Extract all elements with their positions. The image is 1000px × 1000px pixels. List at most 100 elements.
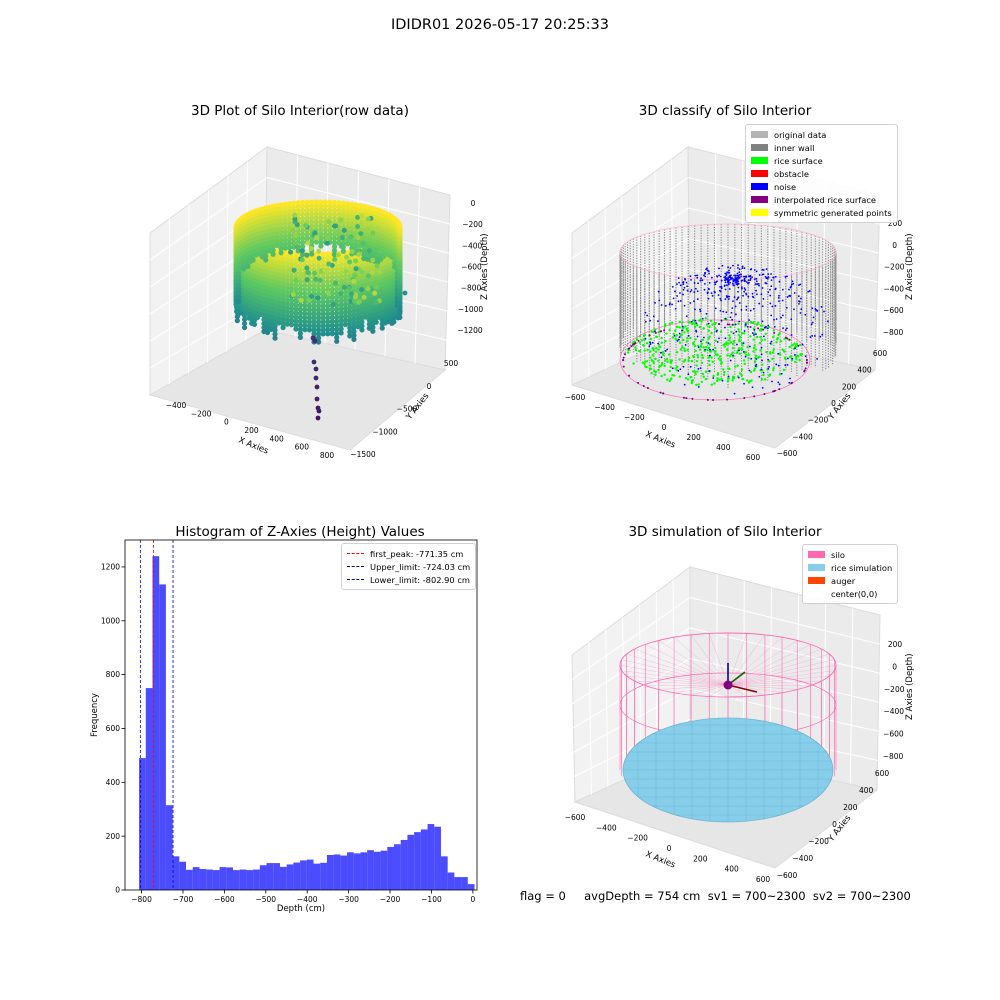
raw-data-point [300, 227, 306, 234]
legend-item-center: center(0,0) [808, 587, 892, 600]
raw-data-point [280, 308, 286, 315]
raw-data-point [342, 305, 349, 312]
raw-data-point [347, 317, 353, 323]
raw-data-point [334, 294, 340, 300]
raw-data-point [280, 256, 286, 263]
raw-data-point [338, 262, 344, 268]
raw-data-point [313, 223, 319, 229]
raw-data-point [274, 210, 280, 217]
raw-data-point [320, 263, 326, 269]
raw-data-point [313, 239, 319, 245]
raw-data-point [311, 255, 317, 261]
raw-data-point [288, 262, 295, 268]
raw-data-point [315, 287, 322, 293]
raw-data-point [302, 323, 308, 329]
raw-data-point [313, 215, 319, 221]
raw-data-point [331, 231, 338, 238]
raw-data-point [241, 312, 248, 319]
raw-data-point [320, 259, 326, 265]
raw-data-point [234, 318, 240, 324]
raw-data-point [329, 275, 335, 281]
raw-data-point [302, 307, 308, 313]
raw-data-point [236, 270, 242, 276]
raw-data-point [313, 207, 319, 213]
raw-data-point [338, 278, 344, 284]
legend-item-rice-simulation: rice simulation [808, 561, 892, 574]
raw-data-point [282, 225, 288, 231]
raw-data-point [340, 204, 346, 210]
raw-data-point [276, 264, 282, 270]
raw-data-point [342, 301, 349, 308]
raw-data-point [359, 275, 365, 281]
raw-data-point [351, 328, 357, 334]
raw-data-point [342, 297, 349, 304]
raw-data-point [241, 324, 248, 331]
raw-data-point [327, 227, 333, 233]
raw-data-point [359, 263, 365, 269]
raw-data-point [274, 230, 280, 237]
raw-data-point [329, 291, 335, 297]
raw-data-point [334, 262, 340, 268]
raw-data-point [280, 268, 286, 275]
raw-data-point [278, 230, 284, 236]
raw-data-point [282, 233, 288, 239]
raw-data-point [329, 271, 335, 277]
raw-data-point [345, 209, 351, 215]
raw-data-point [261, 328, 267, 335]
raw-data-point [302, 287, 308, 293]
raw-data-point [288, 298, 295, 304]
raw-data-point [300, 239, 306, 246]
raw-data-point [297, 290, 303, 296]
raw-data-point [284, 301, 290, 307]
raw-data-point [345, 217, 351, 223]
raw-data-point [334, 318, 340, 324]
raw-data-point [246, 315, 252, 321]
raw-data-point [329, 307, 335, 313]
raw-data-point [357, 203, 363, 209]
raw-data-point [270, 223, 276, 229]
raw-data-point [302, 283, 308, 289]
simulation-x-tick: −200 [627, 834, 648, 843]
raw-data-point [286, 201, 293, 207]
raw-data-point [274, 202, 280, 209]
raw-data-point [278, 222, 284, 228]
raw-data-point [338, 314, 344, 320]
raw-data-point [236, 294, 242, 300]
raw-data-point [320, 295, 326, 301]
raw-data-point [342, 317, 349, 324]
raw-data-point [315, 291, 322, 297]
legend-swatch [808, 551, 825, 558]
raw-data-point [349, 205, 355, 211]
raw-data-point [355, 304, 361, 310]
raw-data-point [338, 326, 344, 332]
raw-data-point [351, 336, 357, 342]
raw-data-point [342, 273, 349, 280]
raw-data-point [274, 206, 280, 213]
raw-data-point [338, 302, 344, 308]
raw-data-point [280, 292, 286, 299]
raw-data-point [278, 238, 284, 244]
raw-data-point [338, 322, 344, 328]
raw-data-point [297, 302, 303, 308]
raw-data-point [331, 251, 338, 258]
raw-data-point [320, 315, 326, 321]
raw-data-point [280, 260, 286, 267]
raw-data-point [347, 265, 353, 271]
raw-data-point [293, 258, 299, 264]
raw-data-point [300, 231, 306, 238]
legend-swatch [808, 564, 825, 571]
raw-data-point [274, 226, 280, 233]
raw-data-point [322, 207, 329, 213]
raw-data-point [315, 299, 322, 305]
raw-data-point [293, 254, 299, 260]
raw-data-point [300, 215, 306, 222]
raw-data-point [329, 311, 335, 317]
simulation-x-tick: 600 [756, 875, 771, 884]
raw-data-point [297, 282, 303, 288]
raw-data-point [284, 321, 290, 327]
raw-data-point [288, 278, 295, 284]
raw-data-point [245, 263, 251, 270]
raw-data-point [331, 247, 338, 254]
raw-data-point [340, 220, 346, 226]
